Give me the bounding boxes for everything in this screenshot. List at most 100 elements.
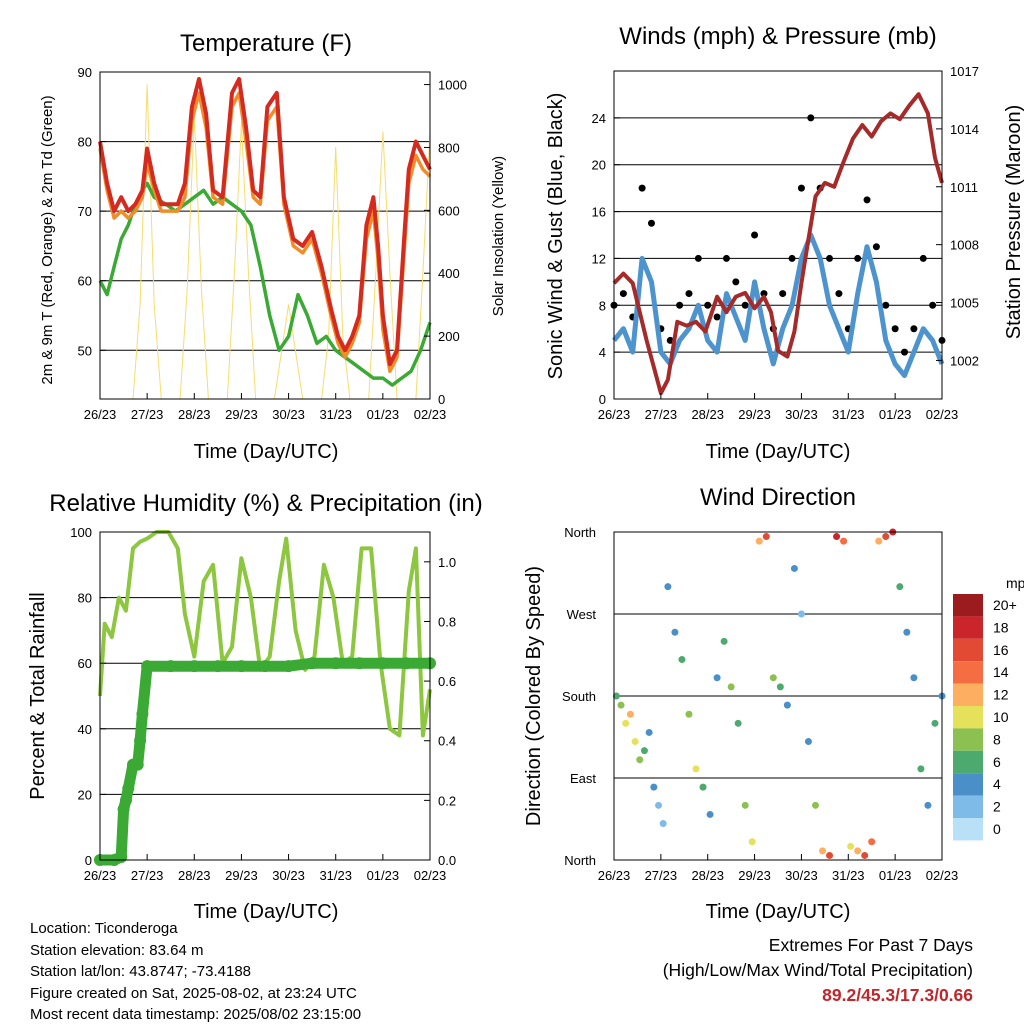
extremes-title: Extremes For Past 7 Days	[768, 935, 973, 955]
pressure-y2-axis-label: Station Pressure (Maroon)	[1003, 105, 1024, 340]
colorbar-label: 18	[993, 619, 1009, 635]
colorbar-swatch	[953, 661, 983, 684]
humidity-x-axis-label: Time (Day/UTC)	[194, 901, 339, 923]
gust-point	[647, 219, 655, 227]
humidity-y-axis-label: Percent & Total Rainfall	[27, 592, 49, 800]
gust-point	[676, 301, 684, 309]
winds-x-axis-label: Time (Day/UTC)	[706, 441, 851, 463]
x-tick-label: 01/23	[879, 407, 912, 422]
gust-point	[779, 290, 787, 298]
direction-point	[692, 765, 700, 773]
series-line-solar-insolation	[132, 84, 431, 400]
latlon-text: Station lat/lon: 43.8747; -73.4188	[30, 963, 252, 980]
y-tick-label: 0	[85, 853, 92, 868]
winds-title: Winds (mph) & Pressure (mb)	[619, 23, 936, 50]
gust-point	[788, 254, 796, 262]
y2-tick-label: 0.6	[438, 674, 456, 689]
gust-point	[826, 254, 834, 262]
wind-direction-grid	[614, 531, 942, 861]
direction-point	[727, 683, 735, 691]
direction-point	[826, 851, 834, 859]
temperature-plot-frame	[99, 71, 431, 400]
y-tick-label: 20	[78, 787, 92, 802]
direction-point	[748, 838, 756, 846]
direction-point	[664, 583, 672, 591]
wind-direction-panel: Wind Direction NorthEastSouthWestNorth26…	[523, 484, 1024, 923]
y-tick-label: 40	[78, 722, 92, 737]
x-tick-label: 27/23	[645, 868, 678, 883]
y2-tick-label: 1014	[950, 122, 979, 137]
y2-tick-label: 200	[438, 329, 460, 344]
recent-data-text: Most recent data timestamp: 2025/08/02 2…	[30, 1006, 362, 1023]
colorbar-label: 0	[993, 821, 1001, 837]
x-tick-label: 27/23	[645, 407, 678, 422]
x-tick-label: 29/23	[738, 868, 771, 883]
colorbar-swatch	[953, 594, 983, 617]
y-tick-label: 80	[78, 135, 92, 150]
direction-tick-label: South	[562, 689, 596, 704]
x-tick-label: 28/23	[691, 868, 724, 883]
x-tick-label: 29/23	[225, 868, 258, 883]
temperature-ticks: 50 60 70 80 90 0 200 400 600 800 1000 26/23 27/23 28/…	[78, 65, 467, 422]
direction-point	[650, 783, 658, 791]
series-line-total-precipitation	[100, 657, 430, 866]
direction-point	[640, 747, 648, 755]
direction-point	[622, 719, 630, 727]
gust-point	[732, 278, 740, 286]
direction-point	[706, 810, 714, 818]
gust-point	[704, 301, 712, 309]
gust-point	[619, 290, 627, 298]
x-tick-label: 28/23	[178, 868, 211, 883]
x-tick-label: 30/23	[272, 868, 305, 883]
direction-tick-label: North	[564, 525, 596, 540]
x-tick-label: 26/23	[598, 407, 631, 422]
direction-point	[734, 719, 742, 727]
y2-tick-label: 0.2	[438, 793, 456, 808]
y-tick-label: 12	[592, 251, 606, 266]
x-tick-label: 01/23	[879, 868, 912, 883]
humidity-title: Relative Humidity (%) & Precipitation (i…	[49, 490, 482, 517]
extremes-values: 89.2/45.3/17.3/0.66	[822, 985, 973, 1005]
y-tick-label: 60	[78, 656, 92, 671]
y-tick-label: 50	[78, 343, 92, 358]
winds-plot-frame	[613, 70, 943, 400]
wind-direction-title: Wind Direction	[700, 484, 856, 511]
colorbar-swatch	[953, 728, 983, 751]
gust-point	[891, 325, 899, 333]
colorbar-label: 2	[993, 799, 1001, 815]
gust-point	[760, 290, 768, 298]
y-tick-label: 20	[592, 158, 606, 173]
colorbar-label: 4	[993, 776, 1001, 792]
colorbar-swatch	[953, 706, 983, 729]
colorbar-label: 14	[993, 664, 1009, 680]
y2-tick-label: 0.8	[438, 614, 456, 629]
wind-direction-series	[612, 528, 946, 859]
y2-tick-label: 0.0	[438, 853, 456, 868]
winds-y-axis-label: Sonic Wind & Gust (Blue, Black)	[545, 93, 567, 380]
y2-tick-label: 600	[438, 203, 460, 218]
colorbar-label: 16	[993, 642, 1009, 658]
gust-point	[854, 254, 862, 262]
gust-point	[713, 313, 721, 321]
gust-point	[638, 184, 646, 192]
x-tick-label: 30/23	[272, 407, 305, 422]
y-tick-label: 24	[592, 111, 606, 126]
elevation-text: Station elevation: 83.64 m	[30, 941, 204, 959]
direction-point	[612, 692, 620, 700]
solar-y2-axis-label: Solar Insolation (Yellow)	[490, 156, 507, 316]
direction-point	[713, 674, 721, 682]
direction-point	[720, 637, 728, 645]
y2-tick-label: 1005	[950, 296, 979, 311]
gust-point	[741, 301, 749, 309]
colorbar-swatch	[953, 638, 983, 662]
direction-point	[685, 710, 693, 718]
y-tick-label: 100	[70, 525, 92, 540]
direction-point	[797, 610, 805, 618]
y2-tick-label: 1002	[950, 353, 979, 368]
temperature-y-axis-label: 2m & 9m T (Red, Orange) & 2m Td (Green)	[39, 95, 56, 384]
x-tick-label: 29/23	[225, 407, 258, 422]
y2-tick-label: 800	[438, 140, 460, 155]
x-tick-label: 28/23	[691, 407, 724, 422]
direction-point	[699, 783, 707, 791]
